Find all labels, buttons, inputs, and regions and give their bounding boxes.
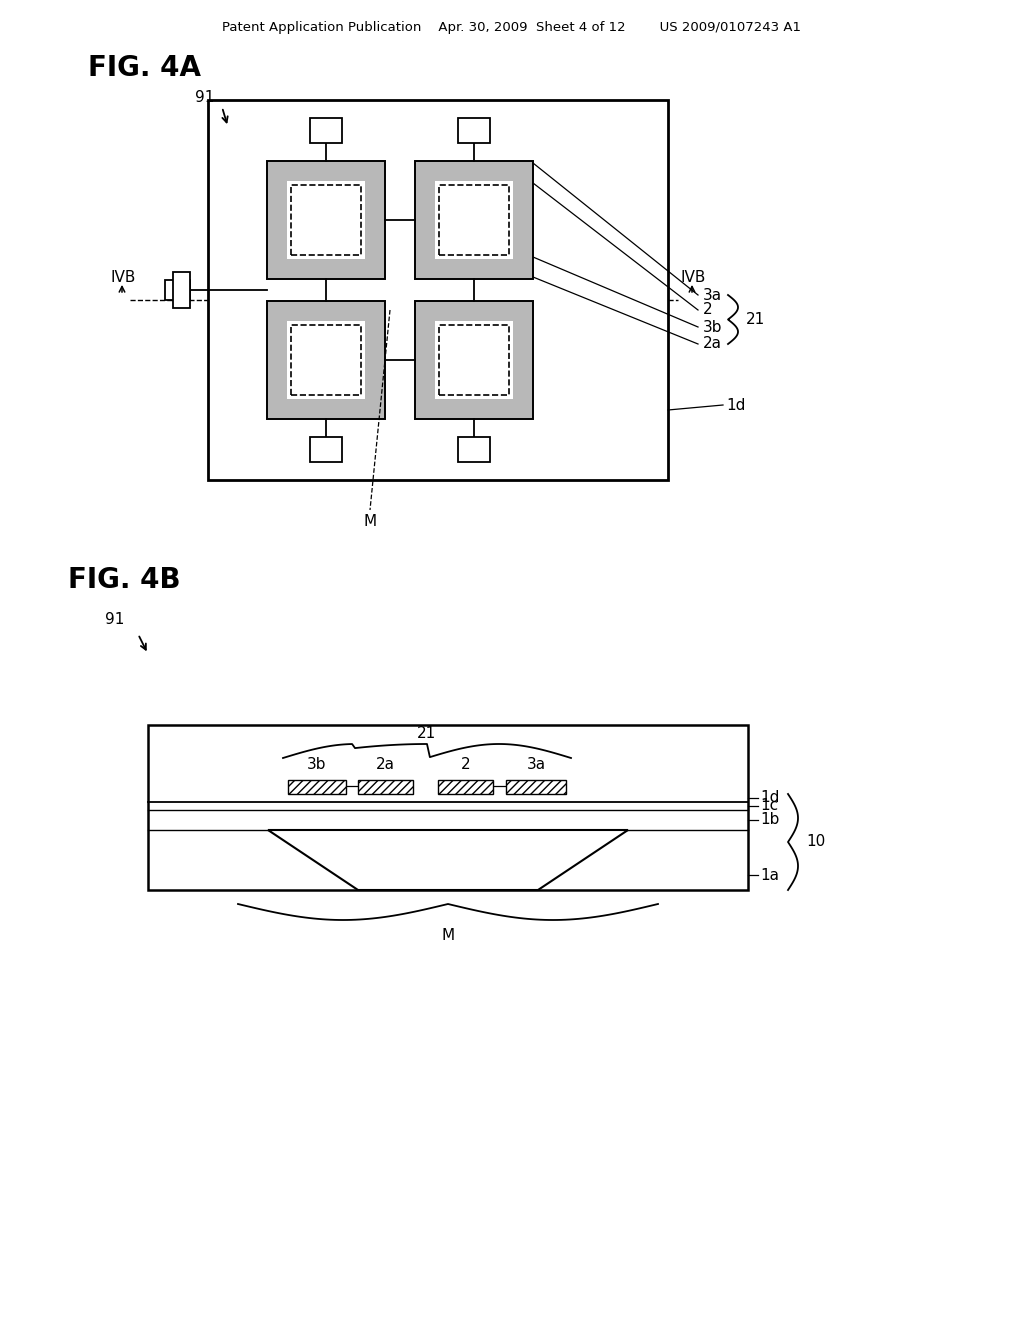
Text: 91: 91	[195, 91, 214, 106]
Text: 3b: 3b	[307, 756, 327, 772]
Text: 91: 91	[105, 612, 124, 627]
Bar	[506, 780, 566, 795]
Bar	[173, 272, 190, 308]
Text: 21: 21	[418, 726, 436, 742]
Bar	[310, 437, 342, 462]
Text: 2: 2	[703, 302, 713, 318]
Text: 3a: 3a	[703, 288, 722, 302]
Text: 1a: 1a	[760, 867, 779, 883]
Bar	[438, 780, 493, 795]
Bar	[148, 725, 748, 890]
Text: 1d: 1d	[726, 397, 745, 412]
Bar	[435, 181, 513, 259]
Text: 10: 10	[806, 834, 825, 850]
Bar	[288, 780, 346, 795]
Bar	[506, 780, 566, 795]
Text: 1d: 1d	[760, 791, 779, 805]
Text: 2a: 2a	[376, 756, 395, 772]
Bar	[415, 161, 534, 279]
Text: FIG. 4A: FIG. 4A	[88, 54, 201, 82]
Text: 21: 21	[746, 312, 765, 327]
Text: IVB: IVB	[110, 271, 135, 285]
Bar	[439, 185, 509, 255]
Bar	[165, 280, 190, 300]
Bar	[458, 437, 490, 462]
Bar	[310, 117, 342, 143]
Polygon shape	[268, 830, 628, 890]
Text: FIG. 4B: FIG. 4B	[68, 566, 180, 594]
Bar	[288, 780, 346, 795]
Bar	[506, 780, 566, 795]
Bar	[458, 117, 490, 143]
Bar	[358, 780, 413, 795]
Bar	[438, 780, 493, 795]
Text: 1b: 1b	[760, 813, 779, 828]
Text: 1c: 1c	[760, 799, 778, 813]
Text: 2: 2	[461, 756, 470, 772]
Bar	[435, 321, 513, 399]
Text: M: M	[441, 928, 455, 944]
Bar	[438, 780, 493, 795]
Bar	[267, 301, 385, 418]
Bar	[287, 181, 365, 259]
Bar	[288, 780, 346, 795]
Bar	[291, 325, 361, 395]
Bar	[267, 161, 385, 279]
Bar	[291, 185, 361, 255]
Text: IVB: IVB	[680, 271, 706, 285]
Text: 3b: 3b	[703, 319, 723, 334]
Bar	[358, 780, 413, 795]
Text: 2a: 2a	[703, 337, 722, 351]
Bar	[415, 301, 534, 418]
Bar	[208, 100, 668, 480]
Text: M: M	[364, 515, 377, 529]
Text: Patent Application Publication    Apr. 30, 2009  Sheet 4 of 12        US 2009/01: Patent Application Publication Apr. 30, …	[222, 21, 802, 34]
Text: 3a: 3a	[526, 756, 546, 772]
Bar	[439, 325, 509, 395]
Bar	[287, 321, 365, 399]
Bar	[358, 780, 413, 795]
